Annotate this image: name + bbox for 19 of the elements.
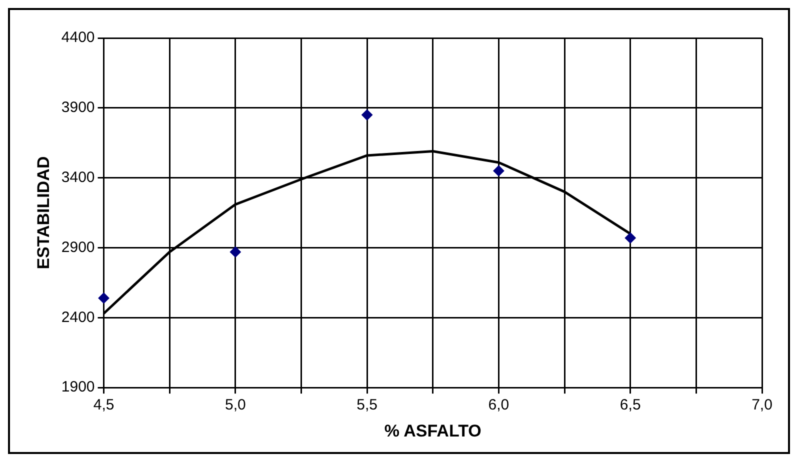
y-tick-label: 1900 [61, 378, 95, 396]
point [230, 246, 241, 258]
y-tick-label: 3900 [61, 99, 95, 116]
y-tick-label: 2900 [61, 238, 95, 256]
point [98, 292, 110, 304]
x-tick-label: 7,0 [752, 396, 772, 414]
x-tick-label: 5,5 [356, 396, 378, 414]
x-axis-title: % ASFALTO [384, 421, 482, 440]
x-tick-label: 6,0 [488, 396, 510, 414]
x-tick-label: 5,0 [224, 396, 246, 414]
x-tick-label: 6,5 [620, 396, 641, 414]
point [493, 165, 504, 176]
y-axis-title: ESTABILIDAD [34, 156, 53, 270]
y-tick-label: 4400 [61, 29, 95, 46]
y-tick-label: 2400 [61, 308, 95, 326]
y-tick-label: 3400 [61, 168, 95, 186]
x-tick-label: 4,5 [93, 396, 114, 414]
point [362, 109, 373, 120]
point [624, 232, 636, 244]
